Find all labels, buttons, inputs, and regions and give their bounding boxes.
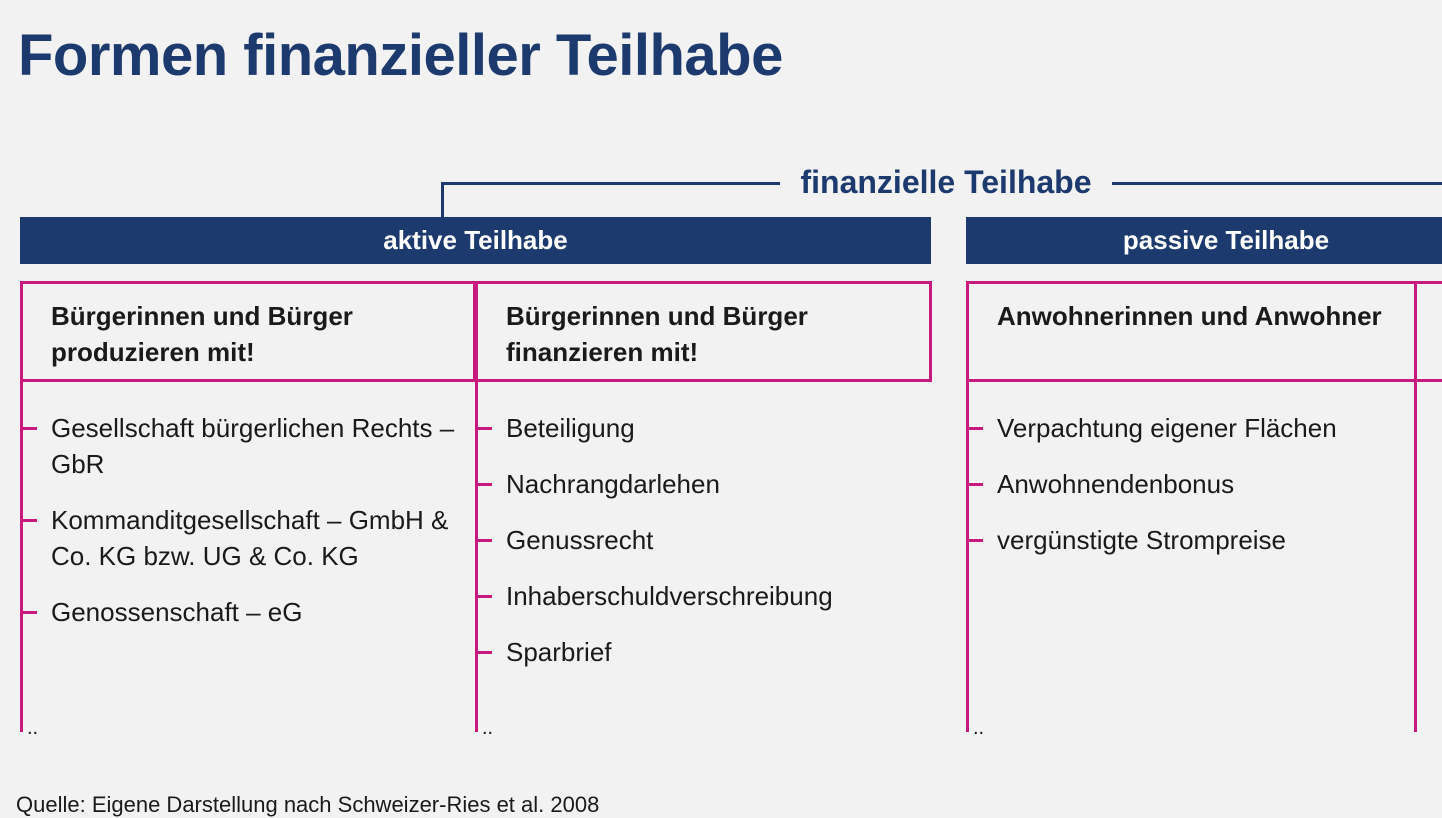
source-note: Quelle: Eigene Darstellung nach Schweize… [16, 792, 600, 817]
list-item: Gesellschaft bürgerlichen Rechts – GbR [23, 410, 466, 482]
item-list: Gesellschaft bürgerlichen Rechts – GbR Ko… [23, 382, 476, 630]
list-item: Genossenschaft – eG [23, 594, 466, 630]
cut-column [1414, 281, 1442, 732]
group-label: aktive Teilhabe [20, 217, 931, 264]
root-label: finanzielle Teilhabe [800, 164, 1092, 200]
list-item: Kommanditgesellschaft – GmbH & Co. KG bz… [23, 502, 466, 574]
column: Bürgerinnen und Bürger produzieren mit! G… [20, 281, 476, 739]
connector [1112, 182, 1442, 185]
more-marker: .. [27, 717, 39, 739]
column-header [1417, 281, 1442, 382]
column-header: Bürgerinnen und Bürger produzieren mit! [23, 281, 476, 382]
item-list: Beteiligung Nachrangdarlehen Genussrecht In… [478, 382, 932, 670]
list-item: Beteiligung [478, 410, 922, 446]
column-header: Bürgerinnen und Bürger finanzieren mit! [478, 281, 932, 382]
group-label: passive Teilhabe [966, 217, 1442, 264]
item-list: Verpachtung eigener Flächen Anwohnendenbo… [969, 382, 1417, 558]
connector [441, 182, 780, 185]
list-item: Sparbrief [478, 634, 922, 670]
list-item: Verpachtung eigener Flächen [969, 410, 1407, 446]
list-item: Nachrangdarlehen [478, 466, 922, 502]
column-header: Anwohnerinnen und Anwohner [969, 281, 1417, 382]
more-marker: .. [482, 717, 494, 739]
list-item: vergünstigte Strompreise [969, 522, 1407, 558]
column: Bürgerinnen und Bürger finanzieren mit! B… [475, 281, 932, 739]
list-item: Inhaberschuldverschreibung [478, 578, 922, 614]
page-title: Formen finanzieller Teilhabe [18, 23, 783, 88]
more-marker: .. [973, 717, 985, 739]
list-item: Anwohnendenbonus [969, 466, 1407, 502]
list-item: Genussrecht [478, 522, 922, 558]
connector [441, 182, 444, 217]
column: Anwohnerinnen und Anwohner Verpachtung ei… [966, 281, 1417, 739]
